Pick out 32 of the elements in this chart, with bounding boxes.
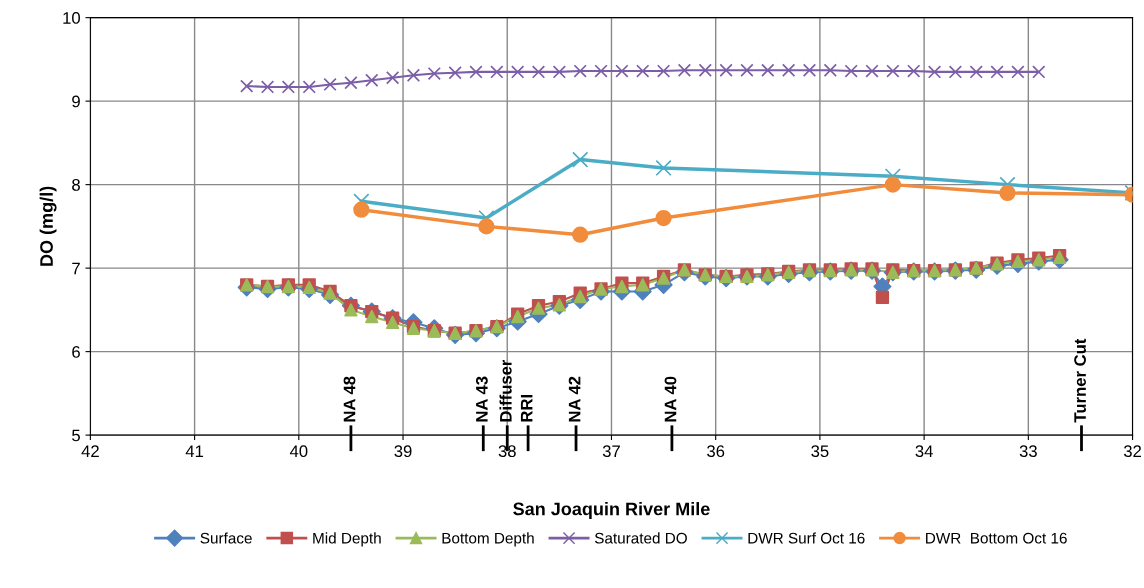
ref-line-label: NA 43 (475, 376, 488, 422)
legend-label: DWR Bottom Oct 16 (926, 532, 1067, 544)
legend-label: Mid Depth (313, 532, 381, 547)
x-tick-label: 33 (1019, 445, 1037, 458)
y-tick-label: 7 (72, 262, 80, 275)
ref-line-label: NA 40 (664, 376, 677, 422)
ref-line-label: Turner Cut (1074, 338, 1086, 423)
y-axis-title: DO (mg/l) (39, 186, 57, 266)
x-tick-label: 37 (602, 445, 620, 458)
y-tick-label: 10 (63, 12, 80, 24)
legend-label: Surface (200, 532, 252, 544)
legend-label: DWR Surf Oct 16 (748, 532, 865, 544)
y-tick-label: 6 (72, 346, 80, 358)
ref-line-label: NA 42 (568, 376, 581, 422)
x-tick-label: 35 (811, 445, 829, 458)
x-tick-label: 34 (915, 445, 933, 458)
x-tick-label: 42 (81, 445, 99, 457)
x-tick-label: 39 (394, 445, 412, 458)
legend-label: Saturated DO (594, 532, 687, 544)
ref-line-label: RRI (520, 395, 533, 422)
x-axis-title: San Joaquin River Mile (513, 502, 710, 519)
x-tick-label: 38 (498, 445, 516, 458)
ref-line-label: Diffuser (499, 359, 512, 422)
y-tick-label: 5 (72, 429, 80, 442)
ref-line-label: NA 48 (343, 376, 356, 422)
x-tick-label: 41 (185, 445, 204, 457)
x-tick-label: 40 (289, 445, 308, 458)
x-tick-label: 36 (707, 445, 725, 458)
y-tick-label: 8 (72, 179, 80, 191)
legend-label: Bottom Depth (442, 532, 534, 547)
x-tick-label: 32 (1123, 445, 1141, 458)
y-tick-label: 9 (72, 95, 80, 108)
